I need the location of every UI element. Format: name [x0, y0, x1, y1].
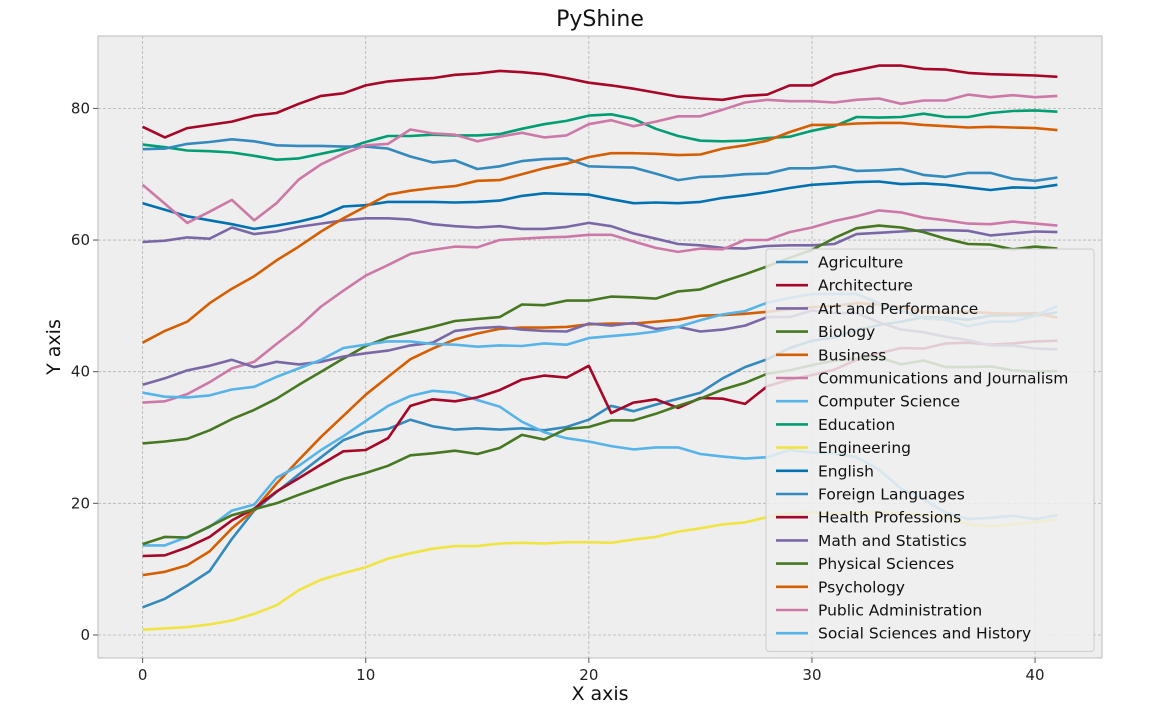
x-axis-label: X axis	[571, 683, 628, 705]
legend-entry: Art and Performance	[818, 300, 978, 318]
legend-entry: Agriculture	[818, 254, 903, 272]
y-tick-label: 80	[71, 99, 90, 117]
legend-entry: Physical Sciences	[818, 555, 954, 573]
legend-entry: Social Sciences and History	[818, 625, 1031, 643]
legend-entry: Biology	[818, 323, 875, 341]
legend-entry: Health Professions	[818, 509, 961, 527]
legend: Agriculture Architecture Art and Performan…	[765, 248, 1095, 652]
legend-entry: English	[818, 462, 874, 480]
y-axis-label: Y axis	[43, 319, 65, 376]
series-line-3	[142, 217, 1058, 250]
legend-entry: Psychology	[818, 578, 905, 596]
series-line-11	[142, 138, 1058, 183]
series-line-2	[142, 64, 1058, 139]
legend-entry: Business	[818, 346, 886, 364]
y-tick-label: 0	[80, 626, 90, 644]
series-line-16	[141, 93, 1058, 225]
legend-entry: Architecture	[818, 277, 913, 295]
x-tick-label: 30	[802, 666, 821, 684]
series-line-8	[142, 109, 1058, 161]
series-line-4	[142, 224, 1058, 445]
series-line-10	[142, 180, 1058, 231]
y-tick-label: 40	[71, 363, 90, 381]
x-tick-label: 0	[138, 666, 148, 684]
legend-entry: Math and Statistics	[818, 532, 967, 550]
x-tick-label: 40	[1026, 666, 1045, 684]
legend-entry: Computer Science	[818, 393, 960, 411]
series-line-15	[141, 121, 1058, 344]
plot-frame	[97, 35, 1103, 659]
chart-title: PyShine	[556, 7, 644, 32]
series-line-6	[142, 209, 1058, 404]
legend-entry: Public Administration	[818, 602, 982, 620]
legend-entry: Foreign Languages	[818, 486, 965, 504]
legend-entry: Communications and Journalism	[818, 370, 1068, 388]
x-tick-label: 20	[579, 666, 598, 684]
y-tick-label: 60	[71, 231, 90, 249]
legend-entry: Education	[818, 416, 895, 434]
legend-box	[765, 248, 1095, 652]
tick-labels: 0 10 20 30 40 0 20 40 60 80	[71, 99, 1045, 684]
legend-entry: Engineering	[818, 439, 911, 457]
x-tick-label: 10	[356, 666, 375, 684]
y-tick-label: 20	[71, 494, 90, 512]
